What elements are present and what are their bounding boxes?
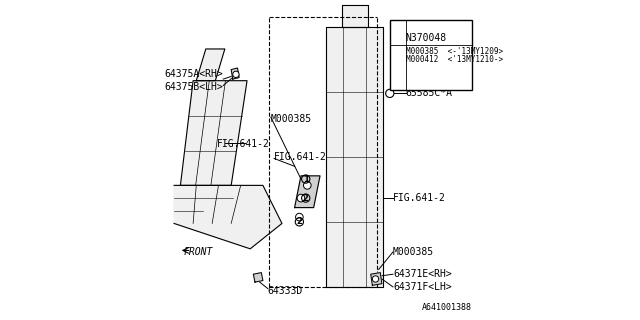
Text: M000385  <-'13MY1209>: M000385 <-'13MY1209> (406, 47, 503, 56)
Circle shape (386, 89, 394, 98)
Text: A641001388: A641001388 (422, 303, 472, 312)
Text: 2: 2 (296, 217, 302, 226)
Text: 65585C*A: 65585C*A (406, 88, 452, 98)
Circle shape (296, 213, 303, 221)
Polygon shape (294, 176, 320, 208)
Text: FRONT: FRONT (184, 247, 213, 257)
Text: FIG.641-2: FIG.641-2 (217, 139, 270, 149)
Text: N370048: N370048 (406, 33, 447, 43)
Text: M000412  <'13MY1210->: M000412 <'13MY1210-> (406, 55, 503, 64)
Polygon shape (231, 68, 239, 79)
Polygon shape (174, 185, 282, 249)
Circle shape (297, 194, 305, 202)
Circle shape (233, 71, 239, 77)
Text: 1: 1 (303, 174, 308, 184)
Text: 64333D: 64333D (268, 286, 303, 296)
Text: 64371E<RH>: 64371E<RH> (393, 269, 452, 279)
Text: M000385: M000385 (393, 247, 434, 257)
Text: 2: 2 (303, 194, 308, 203)
Text: 64371F<LH>: 64371F<LH> (393, 282, 452, 292)
Polygon shape (253, 273, 263, 282)
Text: M000385: M000385 (271, 114, 312, 124)
Text: FIG.641-2: FIG.641-2 (274, 152, 327, 162)
Text: 64375B<LH>: 64375B<LH> (164, 82, 223, 92)
Polygon shape (180, 81, 247, 185)
FancyBboxPatch shape (390, 20, 472, 90)
Polygon shape (371, 273, 382, 285)
Polygon shape (326, 27, 383, 287)
Circle shape (303, 181, 311, 189)
Text: FIG.641-2: FIG.641-2 (393, 193, 446, 203)
Text: 64375A<RH>: 64375A<RH> (164, 69, 223, 79)
Text: 1: 1 (395, 33, 401, 42)
Polygon shape (196, 49, 225, 81)
Polygon shape (342, 4, 367, 27)
Text: 2: 2 (395, 51, 401, 60)
Circle shape (372, 276, 379, 282)
